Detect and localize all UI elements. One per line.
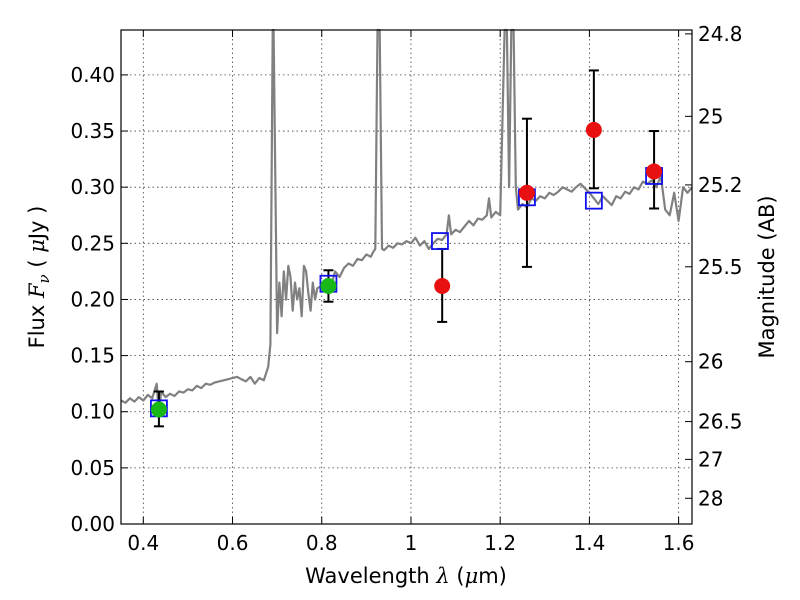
observed-flux-point (320, 277, 337, 294)
y2-tick-label: 28 (698, 486, 723, 510)
y-tick-label: 0.05 (70, 456, 115, 480)
observed-flux-point (585, 121, 602, 138)
observed-point-layer (150, 121, 663, 418)
y-tick-label: 0.35 (70, 119, 115, 143)
observed-flux-point (646, 163, 663, 180)
model-spectrum-line (120, 28, 693, 416)
y-tick-label: 0.40 (70, 63, 115, 87)
y-tick-label: 0.15 (70, 344, 115, 368)
y2-tick-labels: 24.8 25 25.2 25.5 26 26.5 27 28 (698, 22, 743, 510)
errorbar-layer (153, 69, 660, 428)
model-flux-box (584, 191, 603, 210)
y2-tick-label: 25.2 (698, 173, 743, 197)
observed-flux-point (434, 277, 451, 294)
y2-tick-label: 25.5 (698, 255, 743, 279)
x-tick-label: 0.8 (306, 531, 338, 555)
y2-tick-label: 26 (698, 350, 723, 374)
y-tick-label: 0.20 (70, 287, 115, 311)
y-tick-label: 0.30 (70, 175, 115, 199)
observed-flux-point (518, 184, 535, 201)
y2-tick-label: 25 (698, 104, 723, 128)
y-tick-label: 0.10 (70, 400, 115, 424)
plot-frame (120, 29, 693, 525)
tick-layer (121, 30, 692, 525)
y-axis-label: Flux Fν ( μJy ) (25, 206, 53, 349)
y2-axis-label: Magnitude (AB) (755, 195, 779, 358)
x-tick-label: 0.4 (127, 531, 159, 555)
x-tick-labels: 0.4 0.6 0.8 1 1.2 1.4 1.6 (127, 531, 694, 555)
y-tick-label: 0.25 (70, 231, 115, 255)
x-tick-label: 0.6 (217, 531, 249, 555)
grid-lines (121, 30, 692, 525)
x-tick-label: 1.6 (663, 531, 695, 555)
observed-flux-point (150, 401, 167, 418)
y2-tick-label: 24.8 (698, 22, 743, 46)
x-axis-label: Wavelength λ (μm) (305, 564, 507, 588)
x-tick-label: 1.2 (484, 531, 516, 555)
y2-tick-label: 27 (698, 447, 723, 471)
spectrum-layer (120, 28, 693, 416)
y-tick-labels: 0.00 0.05 0.10 0.15 0.20 0.25 0.30 0.35 0.40 (70, 63, 115, 536)
y-tick-label: 0.00 (70, 512, 115, 536)
x-tick-label: 1.4 (573, 531, 605, 555)
x-tick-label: 1 (405, 531, 418, 555)
model-flux-box (431, 232, 449, 250)
y2-tick-label: 26.5 (698, 410, 743, 434)
